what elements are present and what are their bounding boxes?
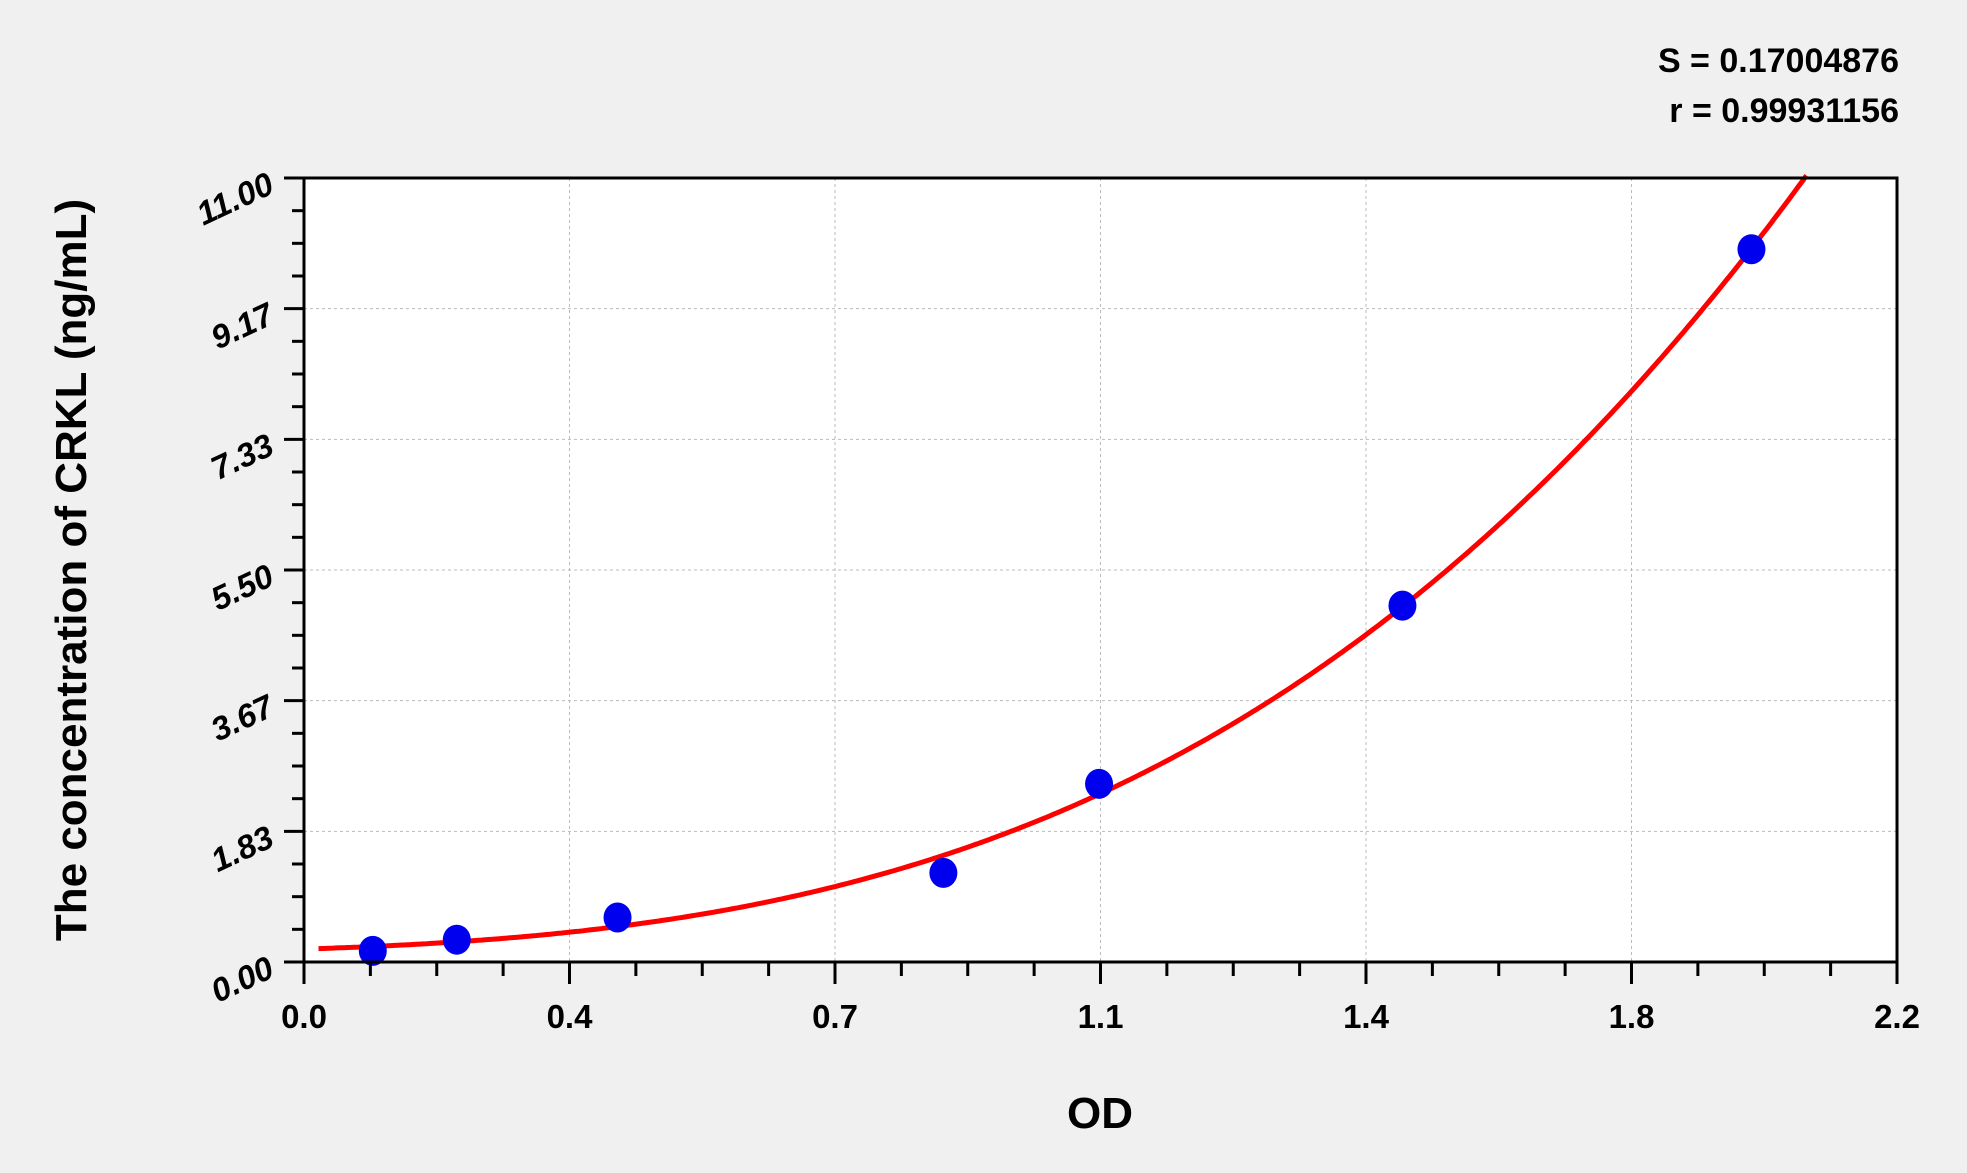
data-point: [603, 902, 632, 933]
data-point: [442, 924, 471, 955]
grid: [304, 178, 1897, 962]
y-tick-label: 1.83: [205, 818, 279, 879]
y-tick-label: 3.67: [205, 687, 280, 748]
y-tick-label: 7.33: [205, 426, 279, 487]
x-tick-label: 1.8: [1609, 998, 1655, 1035]
x-tick-label: 0.0: [281, 998, 327, 1035]
data-point: [1085, 768, 1114, 799]
data-point: [1737, 234, 1766, 265]
data-point: [1388, 590, 1417, 621]
r-statistic: r = 0.99931156: [1669, 92, 1899, 130]
y-tick-label: 5.50: [205, 557, 279, 618]
x-tick-label: 0.7: [812, 998, 858, 1035]
x-tick-label: 1.1: [1078, 998, 1124, 1035]
x-tick-label: 1.4: [1343, 998, 1390, 1035]
ticks: 0.0 0.4 0.7 1.1 1.4 1.8 2.2 0.00 1.83 3.67 5.50 7.3…: [191, 165, 1920, 1035]
y-tick-label: 11.00: [191, 165, 280, 233]
data-point: [358, 935, 387, 966]
y-axis-label: The concentration of CRKL (ng/mL): [47, 199, 96, 941]
fit-curve: [318, 174, 1809, 952]
s-statistic: S = 0.17004876: [1657, 42, 1899, 80]
y-tick-label: 9.17: [205, 295, 280, 356]
y-tick-label: 0.00: [205, 949, 279, 1010]
x-tick-label: 0.4: [547, 998, 594, 1035]
x-axis-label: OD: [1067, 1089, 1133, 1138]
data-point: [929, 857, 958, 888]
x-tick-label: 2.2: [1874, 998, 1920, 1035]
